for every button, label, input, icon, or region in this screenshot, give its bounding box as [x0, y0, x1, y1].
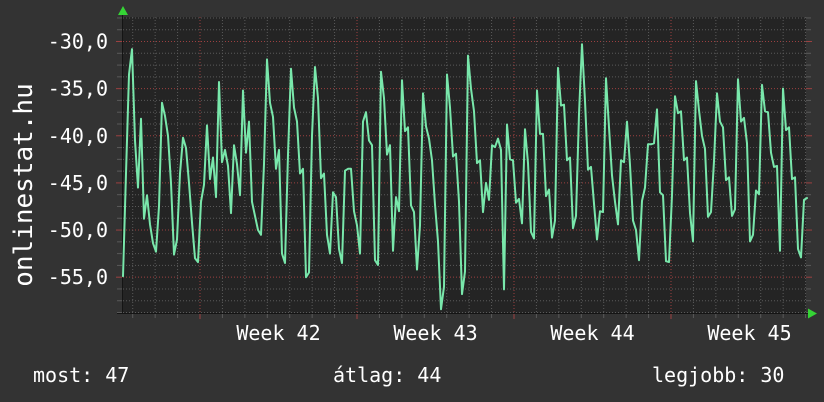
stat-most-value: 47	[105, 363, 130, 387]
y-tick-label: -45,0	[48, 171, 108, 195]
right-arrow-icon	[808, 308, 817, 319]
y-tick-label: -40,0	[48, 124, 108, 148]
stat-most: most: 47	[33, 363, 129, 387]
plot-background	[122, 17, 806, 313]
stat-legjobb-label: legjobb:	[652, 363, 749, 387]
site-branding-label: onlinestat.hu	[9, 83, 39, 287]
x-tick-label: Week 45	[707, 321, 791, 345]
up-arrow-icon	[118, 6, 128, 15]
x-tick-label: Week 43	[393, 321, 477, 345]
series-line	[122, 43, 808, 311]
y-tick-label: -35,0	[48, 77, 108, 101]
stat-legjobb-value: 30	[760, 363, 785, 387]
x-tick-label: Week 42	[236, 321, 320, 345]
stat-atlag: átlag: 44	[333, 363, 441, 387]
x-tick-label: Week 44	[550, 321, 634, 345]
stat-atlag-label: átlag:	[333, 363, 406, 387]
y-tick-label: -30,0	[48, 30, 108, 54]
y-tick-label: -50,0	[48, 218, 108, 242]
y-tick-label: -55,0	[48, 265, 108, 289]
stat-atlag-value: 44	[417, 363, 442, 387]
stat-legjobb: legjobb: 30	[652, 363, 784, 387]
stat-most-label: most:	[33, 363, 94, 387]
